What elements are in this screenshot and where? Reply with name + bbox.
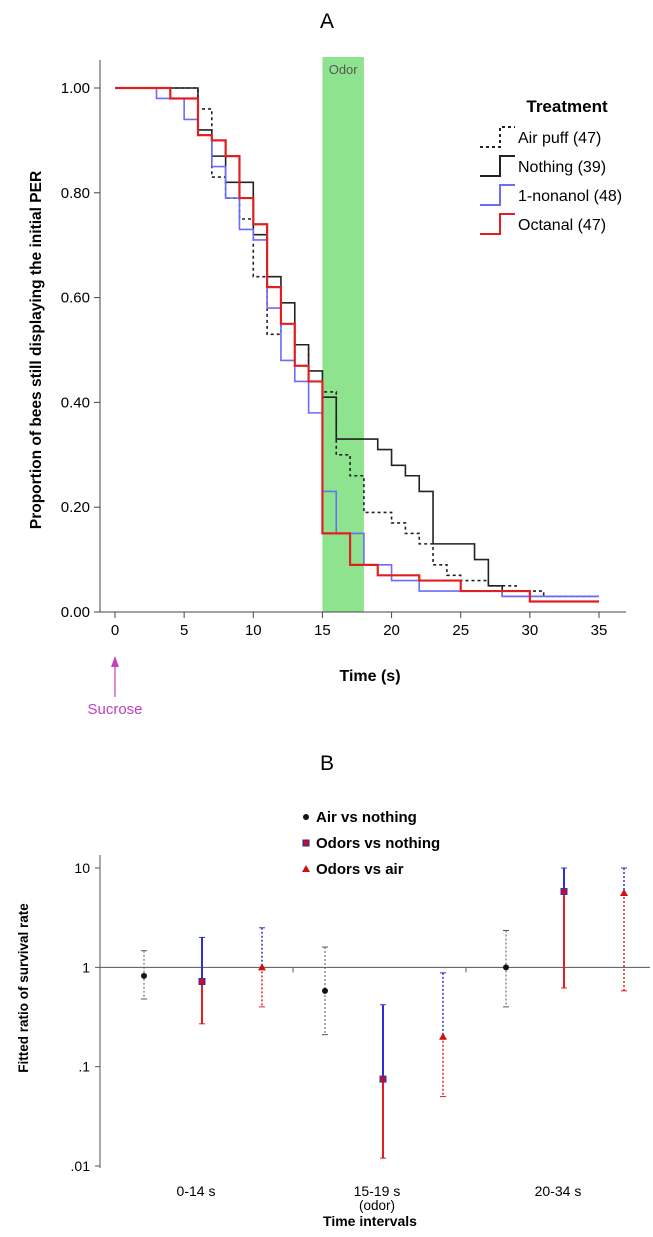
legend-label-octanal-47: Octanal (47): [518, 217, 606, 234]
series-a: [115, 86, 599, 603]
odor-band: [322, 57, 364, 612]
legend-label-nothing-39: Nothing (39): [518, 159, 606, 176]
x-axis-label-a: Time (s): [339, 668, 400, 685]
point-odors-vs-air-0-14-s: [258, 963, 266, 971]
legend-swatch-1-nonanol-48: [480, 184, 515, 206]
legend-label-1-nonanol-48: 1-nonanol (48): [518, 188, 622, 205]
point-odors-vs-air-20-34-s: [620, 889, 628, 897]
x-tick-label-a: 20: [383, 622, 400, 639]
x-tick-label-a: 35: [591, 622, 608, 639]
point-odors-vs-air-15-19-s: [439, 1032, 447, 1040]
sucrose-label: Sucrose: [87, 701, 142, 718]
y-tick-label-a: 0.40: [61, 394, 90, 411]
y-tick-label-a: 0.60: [61, 290, 90, 307]
x-tick-label-a: 10: [245, 622, 262, 639]
point-odors-vs-nothing-0-14-s: [198, 978, 206, 986]
x-tick-label-a: 5: [180, 622, 188, 639]
legend-swatch-octanal-47: [480, 213, 515, 235]
point-air-vs-nothing-15-19-s: [322, 987, 328, 994]
y-tick-label-b: 10: [74, 860, 90, 876]
y-tick-label-b: .01: [71, 1158, 91, 1174]
y-axis-label-b: Fitted ratio of survival rate: [16, 903, 31, 1073]
legend-label-odors-vs-nothing: Odors vs nothing: [316, 835, 440, 852]
category-label: 15-19 s: [354, 1183, 401, 1199]
legend-marker-odors-vs-nothing: [302, 839, 310, 847]
panel-a-label: A: [320, 10, 334, 33]
series-line-octanal-47: [115, 86, 599, 603]
axes-a: 0 5 10 15 20 25 30 35 0.00 0.20 0.40 0.60 0.80 1.00: [61, 60, 626, 639]
legend-a: Air puff (47) Nothing (39) 1-nonanol (48) O…: [480, 126, 622, 235]
legend-label-air-vs-nothing: Air vs nothing: [316, 809, 417, 826]
panel-b-label: B: [320, 752, 334, 775]
y-axis-label-a: Proportion of bees still displaying the …: [28, 171, 45, 529]
legend-swatch-nothing-39: [480, 155, 515, 177]
category-label: 20-34 s: [535, 1183, 582, 1199]
legend-marker-air-vs-nothing: [303, 814, 309, 820]
point-air-vs-nothing-20-34-s: [503, 964, 509, 971]
legend-swatch-air-puff-47: [480, 126, 515, 148]
legend-b: Air vs nothing Odors vs nothing Odors vs a…: [302, 809, 440, 878]
legend-marker-odors-vs-air: [302, 865, 310, 872]
point-air-vs-nothing-0-14-s: [141, 972, 147, 979]
points-b: [141, 867, 628, 1159]
category-sublabel: (odor): [359, 1198, 395, 1213]
x-tick-label-a: 15: [314, 622, 331, 639]
x-tick-label-a: 0: [111, 622, 119, 639]
legend-title-a: Treatment: [526, 97, 608, 116]
legend-label-odors-vs-air: Odors vs air: [316, 861, 404, 878]
category-label: 0-14 s: [177, 1183, 216, 1199]
x-axis-label-b: Time intervals: [323, 1213, 417, 1229]
x-tick-label-a: 30: [522, 622, 539, 639]
x-tick-label-a: 25: [452, 622, 469, 639]
legend-label-air-puff-47: Air puff (47): [518, 130, 601, 147]
sucrose-arrow-head: [111, 656, 119, 667]
y-tick-label-b: .1: [78, 1059, 90, 1075]
y-tick-label-a: 0.00: [61, 604, 90, 621]
point-odors-vs-nothing-15-19-s: [379, 1075, 387, 1083]
odor-label: Odor: [329, 62, 359, 77]
y-tick-label-b: 1: [82, 959, 90, 975]
y-tick-label-a: 0.20: [61, 499, 90, 516]
point-odors-vs-nothing-20-34-s: [560, 887, 568, 895]
y-tick-label-a: 1.00: [61, 80, 90, 97]
sucrose-arrow: [111, 656, 119, 697]
odor-shaded-region: [322, 57, 364, 612]
axes-b: .01 .1 1 10 0-14 s 15-19 s(odor) 20-34 s: [71, 855, 650, 1213]
y-tick-label-a: 0.80: [61, 185, 90, 202]
